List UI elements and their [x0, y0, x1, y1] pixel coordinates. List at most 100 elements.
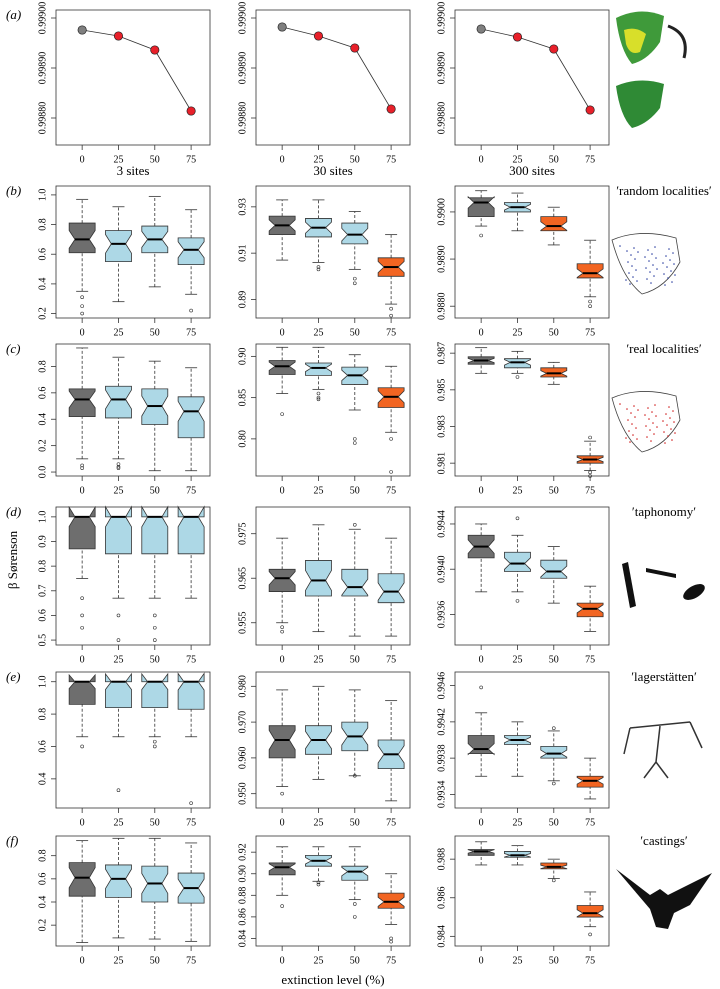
y-tick-label: 0.84 — [237, 930, 248, 948]
outlier — [280, 629, 284, 634]
y-tick-label: 0.975 — [237, 522, 248, 545]
illustration — [616, 80, 664, 128]
x-tick-label: 0 — [280, 154, 285, 165]
outlier — [389, 306, 393, 311]
x-tick-label: 25 — [313, 817, 323, 828]
x-tick-label: 25 — [512, 955, 522, 966]
illustration — [648, 260, 650, 262]
y-tick-label: 0.8 — [37, 360, 48, 373]
box — [105, 230, 132, 263]
box — [68, 673, 96, 705]
box — [68, 222, 96, 254]
column-title: 3 sites — [117, 163, 150, 178]
line — [282, 26, 392, 110]
y-tick-label: 0.970 — [237, 711, 248, 734]
x-tick-label: 50 — [150, 955, 160, 966]
y-tick-label: 0.5 — [37, 634, 48, 647]
x-tick-label: 75 — [585, 485, 595, 496]
outlier — [588, 932, 592, 937]
y-tick-label: 0.9 — [37, 535, 48, 548]
illustration — [656, 268, 658, 270]
box — [268, 360, 296, 375]
y-tick-label: 0.8 — [37, 708, 48, 721]
outlier — [116, 788, 121, 792]
y-tick-label: 0.88 — [237, 887, 248, 905]
box — [576, 263, 604, 279]
x-tick-label: 25 — [113, 955, 123, 966]
illustration — [672, 410, 674, 412]
y-tick-label: 0.80 — [237, 430, 248, 448]
x-tick-label: 75 — [186, 654, 196, 665]
y-tick-label: 0.85 — [237, 389, 248, 407]
illustration — [631, 265, 633, 267]
x-tick-label: 0 — [80, 485, 85, 496]
x-tick-label: 25 — [113, 817, 123, 828]
panel-label: (c) — [6, 341, 20, 356]
y-tick-label: 0.9940 — [436, 555, 447, 583]
y-tick-label: 0.4 — [37, 413, 48, 426]
illustration — [672, 252, 674, 254]
x-tick-label: 75 — [186, 154, 196, 165]
outlier — [316, 397, 321, 402]
illustration — [664, 284, 666, 286]
illustration — [669, 417, 671, 419]
x-tick-label: 50 — [549, 485, 559, 496]
point — [585, 105, 595, 115]
x-tick-label: 50 — [350, 817, 360, 828]
y-tick-label: 0.980 — [237, 675, 248, 698]
outlier — [80, 466, 84, 470]
outlier — [116, 464, 121, 469]
point — [476, 24, 486, 34]
illustration — [628, 272, 630, 274]
illustration — [653, 275, 655, 277]
x-tick-label: 50 — [150, 154, 160, 165]
y-tick-label: 0.99880 — [37, 102, 48, 135]
x-tick-label: 50 — [549, 955, 559, 966]
line — [82, 29, 192, 112]
illustration — [648, 418, 650, 420]
y-axis-label: β Sørenson — [5, 530, 20, 589]
x-tick-label: 75 — [386, 327, 396, 338]
point — [350, 43, 360, 53]
x-tick-label: 50 — [150, 485, 160, 496]
box — [377, 892, 405, 909]
outlier — [116, 462, 121, 466]
plot-frame — [454, 343, 610, 477]
y-tick-label: 0.99880 — [237, 102, 248, 135]
x-tick-label: 0 — [80, 955, 85, 966]
y-tick-label: 0.9938 — [436, 744, 447, 772]
outlier — [352, 441, 357, 445]
panel-label: (d) — [6, 504, 21, 519]
illustration — [683, 584, 705, 600]
outlier — [389, 437, 393, 441]
y-tick-label: 0.99880 — [436, 102, 447, 135]
y-tick-label: 0.99890 — [237, 52, 248, 85]
box — [105, 672, 132, 709]
box — [540, 216, 568, 232]
illustration — [673, 263, 675, 265]
outlier — [515, 599, 520, 603]
box — [576, 905, 604, 918]
illustration — [646, 436, 648, 438]
box — [268, 568, 296, 592]
panel-label: (f) — [6, 833, 18, 848]
box — [341, 865, 369, 881]
illustration — [649, 429, 651, 431]
outlier — [352, 437, 357, 441]
illustration — [625, 437, 627, 439]
outlier — [80, 463, 84, 468]
outlier — [389, 936, 393, 941]
plot-frame — [255, 506, 411, 646]
illustration — [654, 246, 656, 248]
outlier — [352, 773, 357, 778]
annotation: ′real localities′ — [626, 341, 702, 356]
y-tick-label: 0.9900 — [436, 198, 447, 226]
y-tick-label: 1.0 — [37, 511, 48, 524]
y-tick-label: 1.0 — [37, 189, 48, 202]
y-tick-label: 0.99900 — [237, 2, 248, 35]
box — [467, 735, 495, 756]
box — [177, 505, 205, 555]
outlier — [116, 466, 121, 470]
y-tick-label: 0.8 — [37, 560, 48, 573]
